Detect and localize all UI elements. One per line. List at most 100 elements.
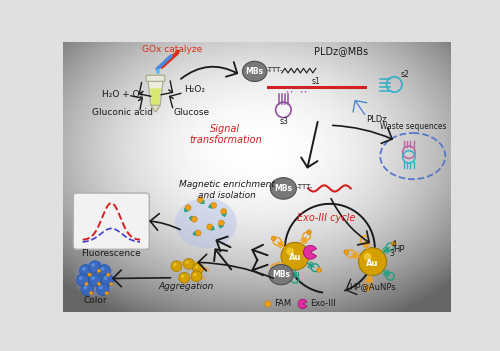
- Circle shape: [104, 276, 108, 280]
- Circle shape: [110, 282, 113, 286]
- Text: Exo-III: Exo-III: [310, 299, 336, 309]
- Circle shape: [174, 263, 176, 266]
- Circle shape: [286, 247, 294, 255]
- Circle shape: [362, 252, 382, 271]
- Circle shape: [191, 271, 202, 282]
- Circle shape: [171, 261, 182, 272]
- Text: MBs: MBs: [274, 184, 292, 193]
- Ellipse shape: [270, 178, 296, 199]
- Circle shape: [371, 260, 374, 263]
- Text: Au: Au: [366, 259, 379, 267]
- Circle shape: [194, 273, 196, 276]
- Circle shape: [344, 250, 348, 254]
- Circle shape: [90, 291, 93, 295]
- Circle shape: [294, 255, 296, 258]
- Circle shape: [179, 272, 190, 283]
- Circle shape: [288, 249, 302, 263]
- Circle shape: [198, 197, 203, 203]
- Text: -TTT-: -TTT-: [267, 67, 283, 73]
- Text: PLDz: PLDz: [366, 115, 387, 124]
- Circle shape: [281, 242, 309, 270]
- Circle shape: [368, 257, 376, 266]
- Wedge shape: [298, 299, 307, 309]
- Circle shape: [81, 283, 94, 296]
- Circle shape: [317, 268, 322, 272]
- Text: FAM: FAM: [274, 299, 291, 309]
- Circle shape: [80, 265, 92, 277]
- Circle shape: [82, 267, 86, 271]
- Circle shape: [85, 282, 88, 286]
- Circle shape: [366, 254, 380, 269]
- Text: Magnetic enrichment
and isolation: Magnetic enrichment and isolation: [179, 180, 274, 200]
- Circle shape: [292, 253, 298, 259]
- Text: s3: s3: [280, 117, 288, 126]
- Circle shape: [362, 251, 384, 273]
- Text: Au: Au: [289, 253, 301, 262]
- Circle shape: [89, 274, 102, 286]
- Text: HP: HP: [392, 245, 404, 254]
- Text: Gluconic acid: Gluconic acid: [92, 108, 154, 118]
- Text: Exo-III cycle: Exo-III cycle: [297, 213, 355, 223]
- Circle shape: [285, 246, 305, 266]
- Circle shape: [358, 248, 386, 276]
- Text: H₂O + O₂: H₂O + O₂: [102, 90, 144, 99]
- Text: MBs: MBs: [272, 270, 290, 279]
- Ellipse shape: [175, 198, 237, 248]
- FancyBboxPatch shape: [146, 75, 165, 81]
- Text: H₂O₂: H₂O₂: [184, 85, 205, 94]
- Ellipse shape: [75, 260, 115, 297]
- Circle shape: [360, 249, 385, 274]
- Text: GOx catalyze: GOx catalyze: [142, 45, 203, 54]
- Circle shape: [284, 245, 306, 267]
- Text: Aggregation: Aggregation: [159, 283, 214, 291]
- Text: Waste sequences: Waste sequences: [380, 122, 446, 131]
- Polygon shape: [150, 88, 161, 105]
- Circle shape: [367, 256, 378, 267]
- Circle shape: [84, 285, 87, 289]
- Text: s1: s1: [312, 77, 320, 86]
- Ellipse shape: [242, 61, 267, 81]
- Text: HP@AuNPs: HP@AuNPs: [349, 282, 396, 291]
- Circle shape: [100, 267, 104, 271]
- Circle shape: [392, 241, 396, 246]
- Text: PLDz@MBs: PLDz@MBs: [314, 46, 368, 57]
- Ellipse shape: [175, 49, 180, 55]
- Circle shape: [97, 269, 100, 272]
- Circle shape: [89, 261, 102, 273]
- Circle shape: [210, 203, 216, 208]
- Circle shape: [79, 276, 82, 280]
- Text: Glucose: Glucose: [173, 108, 209, 118]
- Circle shape: [364, 253, 381, 270]
- Circle shape: [186, 261, 189, 264]
- Circle shape: [291, 252, 299, 260]
- Circle shape: [105, 291, 108, 295]
- Text: Signal
transformation: Signal transformation: [189, 124, 262, 145]
- Circle shape: [195, 265, 198, 269]
- Polygon shape: [148, 79, 163, 105]
- Text: Color: Color: [83, 296, 107, 305]
- Circle shape: [265, 301, 271, 307]
- Text: MBs: MBs: [246, 67, 264, 76]
- Text: 4: 4: [392, 240, 397, 249]
- Circle shape: [207, 224, 212, 230]
- Circle shape: [88, 273, 92, 276]
- Circle shape: [358, 248, 386, 276]
- Circle shape: [96, 283, 109, 296]
- Circle shape: [184, 258, 194, 269]
- Circle shape: [272, 236, 276, 241]
- Ellipse shape: [156, 69, 160, 74]
- Circle shape: [306, 230, 312, 234]
- Circle shape: [192, 263, 203, 274]
- Circle shape: [290, 251, 300, 262]
- Circle shape: [181, 275, 184, 278]
- Circle shape: [282, 244, 308, 269]
- Ellipse shape: [269, 265, 293, 285]
- Circle shape: [221, 208, 226, 214]
- Circle shape: [99, 285, 103, 289]
- Circle shape: [91, 276, 95, 280]
- Circle shape: [218, 220, 224, 226]
- Text: s2: s2: [400, 70, 409, 79]
- Circle shape: [195, 230, 201, 236]
- Circle shape: [185, 205, 191, 211]
- Circle shape: [370, 259, 376, 264]
